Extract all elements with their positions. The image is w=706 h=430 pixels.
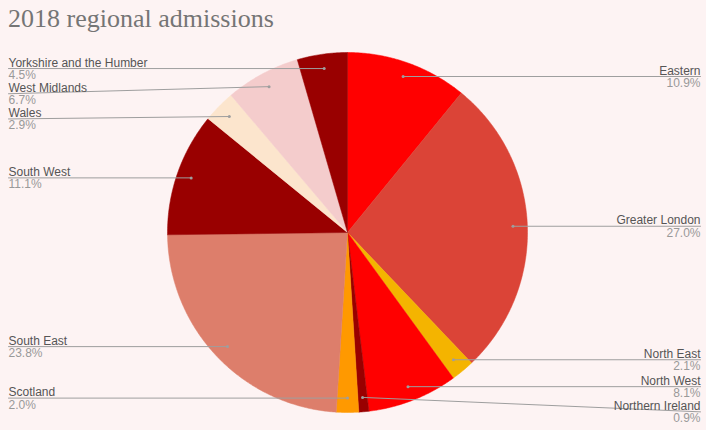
- svg-text:Yorkshire and the Humber: Yorkshire and the Humber: [8, 55, 148, 70]
- svg-text:23.8%: 23.8%: [9, 346, 43, 360]
- svg-text:4.5%: 4.5%: [9, 68, 37, 82]
- svg-text:Eastern: Eastern: [659, 63, 701, 78]
- svg-text:Wales: Wales: [8, 106, 42, 120]
- svg-text:0.9%: 0.9%: [673, 411, 701, 425]
- svg-text:North West: North West: [640, 373, 701, 388]
- svg-text:2.0%: 2.0%: [9, 398, 37, 412]
- svg-text:Scotland: Scotland: [8, 385, 56, 400]
- svg-text:2.1%: 2.1%: [673, 359, 701, 373]
- svg-text:North East: North East: [643, 346, 701, 361]
- svg-text:8.1%: 8.1%: [673, 386, 701, 400]
- svg-text:11.1%: 11.1%: [9, 177, 42, 191]
- svg-text:South East: South East: [8, 333, 68, 348]
- svg-text:West Midlands: West Midlands: [8, 80, 87, 95]
- svg-text:South West: South West: [8, 164, 71, 179]
- svg-text:10.9%: 10.9%: [666, 76, 700, 90]
- html-text:2018 regional admissions: 2018 regional admissions: [8, 4, 274, 33]
- svg-text:Greater London: Greater London: [616, 213, 701, 228]
- svg-text:6.7%: 6.7%: [9, 93, 37, 107]
- svg-text:Northern Ireland: Northern Ireland: [613, 398, 701, 413]
- svg-text:2.9%: 2.9%: [9, 118, 37, 132]
- svg-text:27.0%: 27.0%: [666, 226, 700, 240]
